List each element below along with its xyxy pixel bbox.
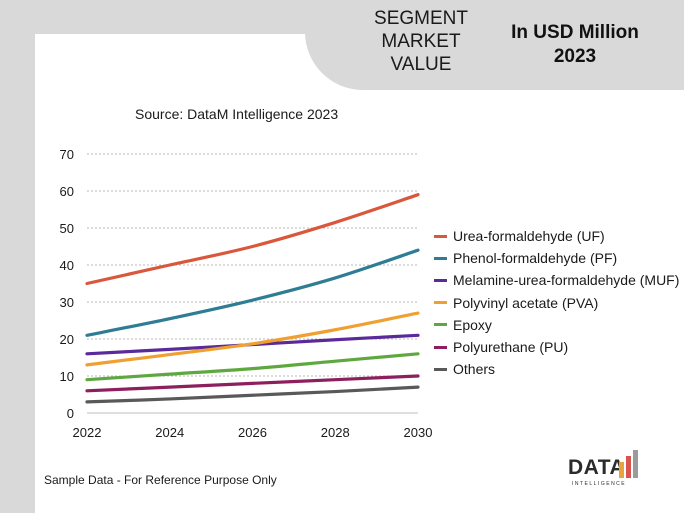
x-tick-label: 2024: [155, 425, 184, 440]
series-line: [85, 352, 420, 382]
header-tab: [305, 0, 684, 90]
unit-title: In USD Million 2023: [500, 21, 650, 69]
legend-label: Polyvinyl acetate (PVA): [453, 294, 599, 311]
legend-item: Epoxy: [434, 314, 684, 336]
legend-swatch: [434, 367, 447, 371]
logo-subtitle: INTELLIGENCE: [572, 481, 627, 487]
legend-label: Polyurethane (PU): [453, 339, 569, 356]
series-line: [85, 311, 420, 367]
x-tick-label: 2028: [321, 425, 350, 440]
series-line: [85, 248, 420, 337]
legend-item: Polyurethane (PU): [434, 336, 684, 358]
y-tick-label: 50: [60, 221, 74, 236]
legend-label: Urea-formaldehyde (UF): [453, 228, 605, 245]
legend-label: Phenol-formaldehyde (PF): [453, 250, 618, 267]
segment-title-line: SEGMENT: [374, 8, 468, 29]
legend-item: Polyvinyl acetate (PVA): [434, 292, 684, 314]
x-tick-label: 2022: [73, 425, 102, 440]
series-line: [85, 385, 420, 404]
segment-title: SEGMENT MARKET VALUE: [350, 7, 492, 76]
footnote: Sample Data - For Reference Purpose Only: [44, 473, 277, 487]
legend-swatch: [434, 345, 447, 349]
y-tick-label: 20: [60, 332, 74, 347]
unit-title-line: In USD Million: [511, 22, 639, 43]
legend-swatch: [434, 278, 447, 282]
logo-bars-icon: [619, 450, 638, 478]
legend-item: Phenol-formaldehyde (PF): [434, 247, 684, 269]
legend-item: Urea-formaldehyde (UF): [434, 225, 684, 247]
y-tick-label: 70: [60, 147, 74, 162]
legend-swatch: [434, 234, 447, 238]
legend-label: Epoxy: [453, 316, 492, 333]
legend: Urea-formaldehyde (UF) Phenol-formaldehyd…: [434, 225, 684, 380]
series-line: [85, 374, 420, 393]
y-tick-label: 0: [67, 406, 74, 421]
legend-item: Others: [434, 358, 684, 380]
source-text: Source: DataM Intelligence 2023: [135, 106, 339, 122]
logo-word: DATA: [568, 456, 626, 479]
legend-swatch: [434, 256, 447, 260]
series-line: [85, 193, 420, 286]
segment-title-line: VALUE: [390, 54, 452, 75]
legend-item: Melamine-urea-formaldehyde (MUF): [434, 269, 684, 291]
y-tick-label: 40: [60, 258, 74, 273]
segment-title-line: MARKET: [381, 31, 461, 52]
legend-label: Others: [453, 361, 496, 378]
x-tick-label: 2026: [238, 425, 267, 440]
y-tick-label: 60: [60, 184, 74, 199]
y-tick-label: 10: [60, 369, 74, 384]
legend-swatch: [434, 301, 447, 305]
y-tick-label: 30: [60, 295, 74, 310]
datam-logo: DATA INTELLIGENCE: [568, 448, 640, 490]
unit-title-year: 2023: [553, 46, 597, 67]
legend-label: Melamine-urea-formaldehyde (MUF): [453, 272, 680, 289]
chart-panel: [35, 34, 684, 513]
legend-swatch: [434, 323, 447, 327]
x-tick-label: 2030: [404, 425, 433, 440]
